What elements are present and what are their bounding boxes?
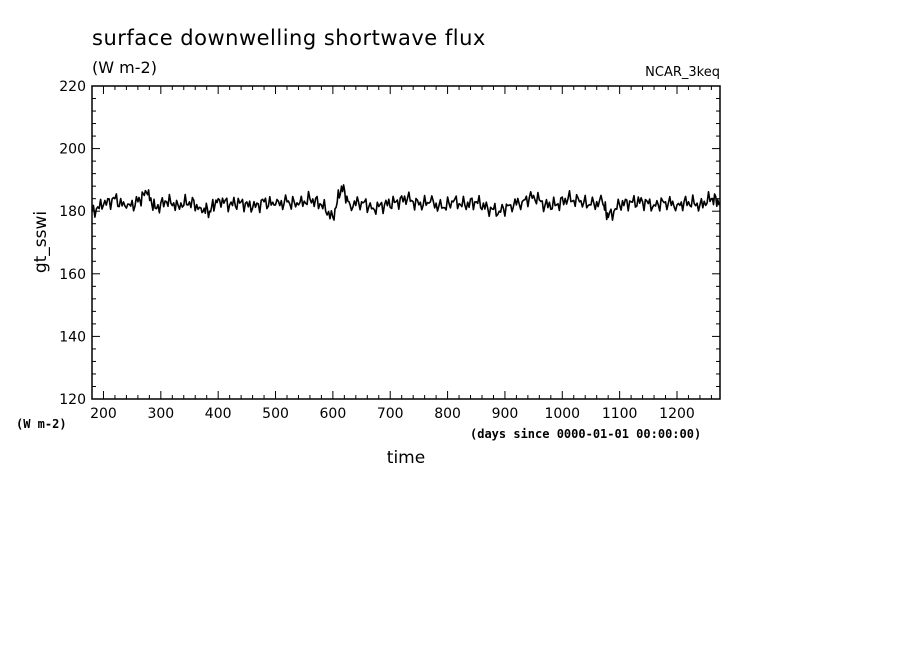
y-axis-units: (W m-2): [16, 417, 67, 431]
x-tick-label: 1000: [544, 406, 580, 422]
series-layer: [91, 184, 721, 221]
y-tick-labels: 120 140 160 180 200 220: [59, 79, 86, 408]
series-line-0: [91, 184, 721, 221]
x-axis-label: time: [387, 448, 425, 468]
y-tick-label: 120: [59, 392, 86, 408]
y-tick-label: 200: [59, 142, 86, 158]
x-tick-label: 1100: [602, 406, 638, 422]
y-tick-label: 220: [59, 79, 86, 95]
y-tick-label: 160: [59, 267, 86, 283]
x-tick-label: 300: [147, 406, 174, 422]
x-tick-label: 1200: [659, 406, 695, 422]
x-tick-label: 900: [492, 406, 519, 422]
plot-frame: [91, 85, 721, 400]
y-axis-label: gt_sswi: [31, 211, 51, 273]
axis-ticks: [91, 85, 720, 400]
y-tick-label: 180: [59, 204, 86, 220]
x-tick-label: 200: [90, 406, 117, 422]
model-label: NCAR_3keq: [645, 65, 720, 80]
chart-title: surface downwelling shortwave flux: [92, 26, 486, 50]
x-axis-units: (days since 0000-01-01 00:00:00): [470, 427, 701, 441]
x-tick-label: 400: [205, 406, 232, 422]
y-tick-label: 140: [59, 329, 86, 345]
x-tick-labels: 200 300 400 500 600 700 800 900 1000 1100 1200: [90, 406, 695, 422]
x-tick-label: 500: [262, 406, 289, 422]
x-tick-label: 700: [377, 406, 404, 422]
chart-subtitle-units: (W m-2): [92, 58, 157, 77]
x-tick-label: 800: [434, 406, 461, 422]
x-tick-label: 600: [320, 406, 347, 422]
